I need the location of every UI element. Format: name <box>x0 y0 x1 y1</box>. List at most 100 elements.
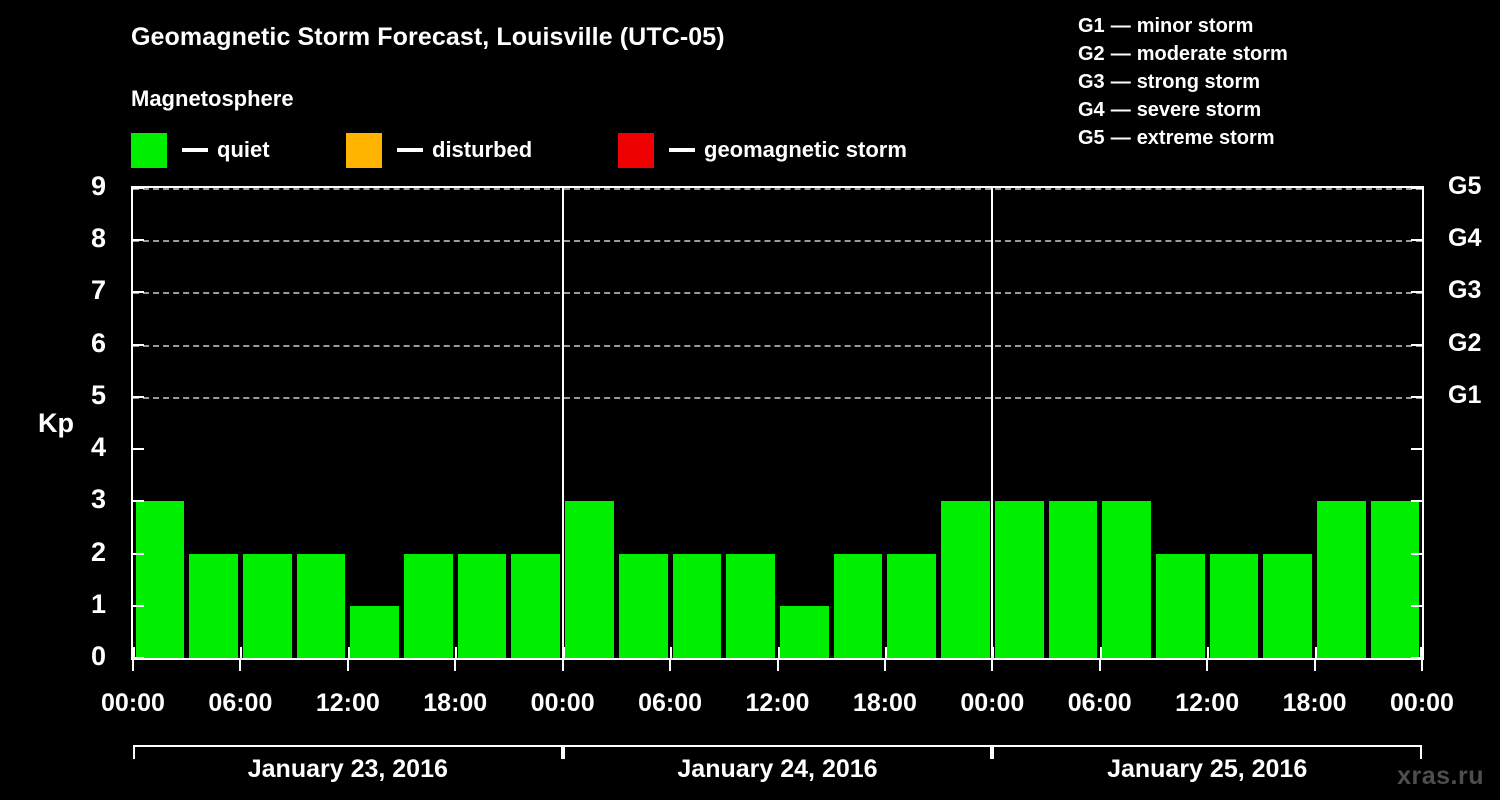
x-axis-tick <box>562 647 565 658</box>
bar <box>1048 501 1098 658</box>
gridline-kp-8 <box>133 240 1422 243</box>
y-axis-tick-label: 5 <box>90 379 106 410</box>
legend-swatch-disturbed <box>346 132 382 168</box>
plot-area <box>133 188 1422 658</box>
day-separator <box>561 188 564 658</box>
x-axis-tick-label: 18:00 <box>1282 689 1347 717</box>
bar <box>833 553 883 658</box>
g-scale-dash-icon: — <box>1110 99 1131 121</box>
y-axis-tick <box>133 552 144 555</box>
x-axis-tick-label: 06:00 <box>638 689 703 717</box>
bar <box>780 605 829 658</box>
g-scale-code: G5 <box>1078 127 1105 149</box>
bar <box>1155 553 1205 658</box>
x-axis-tick <box>1098 660 1101 671</box>
x-axis-tick <box>132 660 134 671</box>
bar <box>296 553 346 658</box>
x-axis-tick <box>777 647 780 658</box>
bar <box>1209 553 1259 658</box>
bar <box>511 553 561 658</box>
date-label: January 25, 2016 <box>1107 755 1308 783</box>
bar <box>994 501 1044 658</box>
y-axis-tick <box>1411 239 1422 242</box>
g-scale-axis-label: G1 <box>1448 380 1482 409</box>
y-axis-tick-label: 2 <box>90 536 106 567</box>
legend-label-geomagnetic-storm: geomagnetic storm <box>704 137 907 162</box>
g-scale-code: G1 <box>1078 15 1105 37</box>
y-axis-tick <box>1411 552 1422 555</box>
g-scale-axis-label: G4 <box>1448 224 1482 253</box>
g-scale-description: extreme storm <box>1136 127 1275 149</box>
y-axis-tick <box>1411 291 1422 294</box>
x-axis-tick <box>1099 647 1102 658</box>
y-axis-tick <box>133 291 144 294</box>
page-title: Geomagnetic Storm Forecast, Louisville (… <box>131 23 725 51</box>
x-axis-tick <box>239 660 242 671</box>
y-axis-tick-label: 9 <box>90 171 106 201</box>
x-axis-tick <box>776 660 779 671</box>
x-axis-tick-label: 06:00 <box>208 689 273 717</box>
legend-item-geomagnetic-storm: geomagnetic storm <box>618 132 907 168</box>
g-scale-description: moderate storm <box>1136 43 1288 65</box>
bar <box>457 553 507 658</box>
bar <box>1263 553 1313 658</box>
y-axis-tick <box>133 657 144 658</box>
gridline-kp-6 <box>133 344 1422 347</box>
watermark: xras.ru <box>1397 762 1484 790</box>
x-axis-tick <box>1421 660 1423 671</box>
legend-swatch-quiet <box>131 132 167 168</box>
x-axis-tick-label: 00:00 <box>960 689 1025 717</box>
g-scale-row-g3: G3— strong storm <box>1078 68 1288 96</box>
x-axis-tick-label: 12:00 <box>1175 689 1240 717</box>
x-axis-tick <box>346 660 349 671</box>
x-axis-tick <box>561 660 564 671</box>
x-axis-tick <box>670 647 673 658</box>
legend-label-quiet: quiet <box>217 137 270 162</box>
y-axis-tick <box>133 239 144 242</box>
y-axis-tick <box>133 395 144 398</box>
g-scale-description: severe storm <box>1136 99 1262 121</box>
y-axis-tick <box>133 448 144 451</box>
bar <box>404 553 453 658</box>
x-axis-tick <box>1206 660 1209 671</box>
x-axis-tick <box>1314 647 1317 658</box>
date-label: January 24, 2016 <box>677 755 878 783</box>
g-scale-axis-label: G5 <box>1448 172 1482 200</box>
date-bracket <box>133 745 563 759</box>
x-axis-tick-label: 00:00 <box>101 689 165 717</box>
y-axis-tick-label: 1 <box>90 588 106 619</box>
x-axis-tick <box>455 647 458 658</box>
x-axis-tick <box>669 660 672 671</box>
y-axis-tick-label: 6 <box>90 327 106 358</box>
g-scale-dash-icon: — <box>1110 43 1131 65</box>
legend-swatch-geomagnetic-storm <box>618 132 654 168</box>
x-axis-tick <box>454 660 457 671</box>
x-axis-tick <box>884 647 887 658</box>
x-axis-tick-label: 00:00 <box>1390 689 1454 717</box>
bar <box>242 553 292 658</box>
x-axis-tick <box>240 647 243 658</box>
legend-item-quiet: quiet <box>131 132 270 168</box>
bar <box>726 553 775 658</box>
y-axis-tick-label: 3 <box>90 484 106 515</box>
bar <box>350 605 400 658</box>
y-axis-tick <box>1411 395 1422 398</box>
g-scale-dash-icon: — <box>1110 127 1131 149</box>
g-scale-description: minor storm <box>1136 15 1254 37</box>
g-scale-row-g5: G5— extreme storm <box>1078 124 1288 152</box>
x-axis-tick <box>991 660 994 671</box>
bar <box>1102 501 1151 658</box>
y-axis-tick <box>1411 188 1422 189</box>
y-axis-tick <box>1411 657 1422 658</box>
y-axis-tick <box>133 188 144 189</box>
bar <box>1317 501 1366 658</box>
y-axis-tick-label: 7 <box>90 275 106 306</box>
g-scale-row-g1: G1— minor storm <box>1078 12 1288 40</box>
x-axis-tick <box>1313 660 1316 671</box>
y-axis-tick-label: 0 <box>90 641 106 671</box>
g-scale-axis-label: G3 <box>1448 276 1482 305</box>
x-axis-tick-label: 18:00 <box>423 689 488 717</box>
x-axis-tick <box>1207 647 1210 658</box>
y-axis-tick-label: 4 <box>90 432 106 463</box>
bar <box>1370 501 1420 658</box>
